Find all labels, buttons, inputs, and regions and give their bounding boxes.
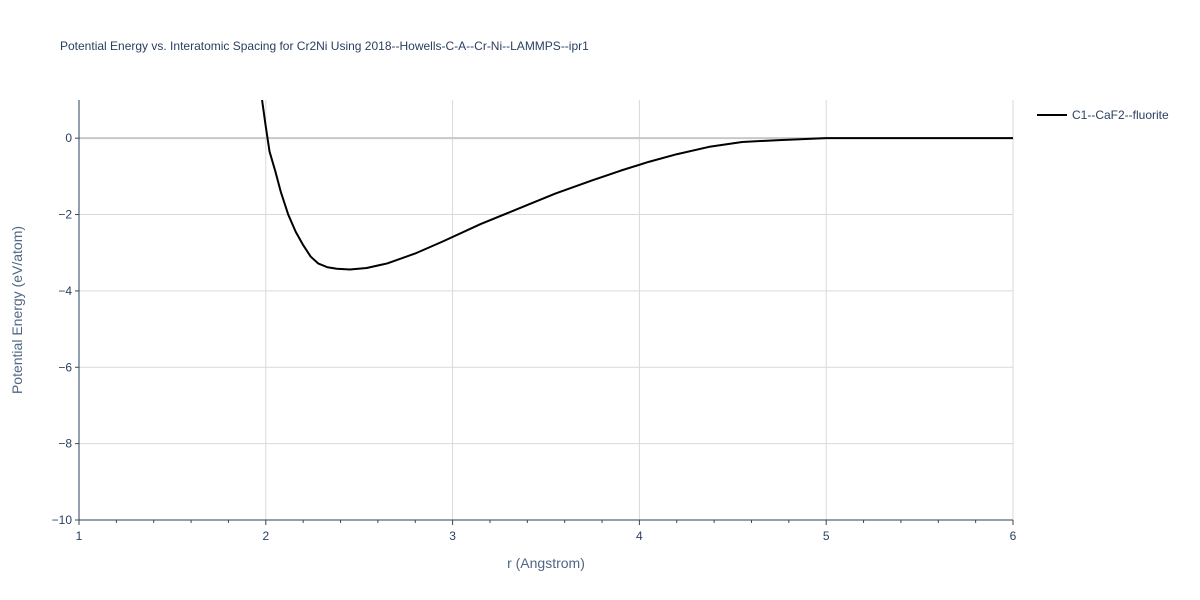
x-tick-label: 5 bbox=[823, 529, 830, 543]
legend-label: C1--CaF2--fluorite bbox=[1072, 108, 1169, 122]
x-tick-label: 3 bbox=[449, 529, 456, 543]
y-tick-label: −4 bbox=[58, 284, 72, 298]
y-tick-label: −8 bbox=[58, 437, 72, 451]
series-line bbox=[261, 100, 1013, 271]
legend[interactable]: C1--CaF2--fluorite bbox=[1037, 108, 1169, 122]
x-tick-label: 1 bbox=[76, 529, 83, 543]
y-tick-label: −10 bbox=[52, 513, 73, 527]
y-tick-label: 0 bbox=[65, 131, 72, 145]
axes: 1 2 3 4 5 6 −10 −8 −6 −4 −2 0 bbox=[52, 100, 1017, 543]
x-tick-label: 2 bbox=[262, 529, 269, 543]
chart-title: Potential Energy vs. Interatomic Spacing… bbox=[60, 39, 589, 53]
grid-lines bbox=[79, 100, 1014, 520]
y-tick-label: −6 bbox=[58, 360, 72, 374]
y-axis-title: Potential Energy (eV/atom) bbox=[9, 226, 25, 394]
x-axis-title: r (Angstrom) bbox=[507, 555, 585, 571]
y-tick-label: −2 bbox=[58, 208, 72, 222]
x-tick-label: 4 bbox=[636, 529, 643, 543]
series-layer bbox=[261, 100, 1013, 271]
x-tick-label: 6 bbox=[1010, 529, 1017, 543]
